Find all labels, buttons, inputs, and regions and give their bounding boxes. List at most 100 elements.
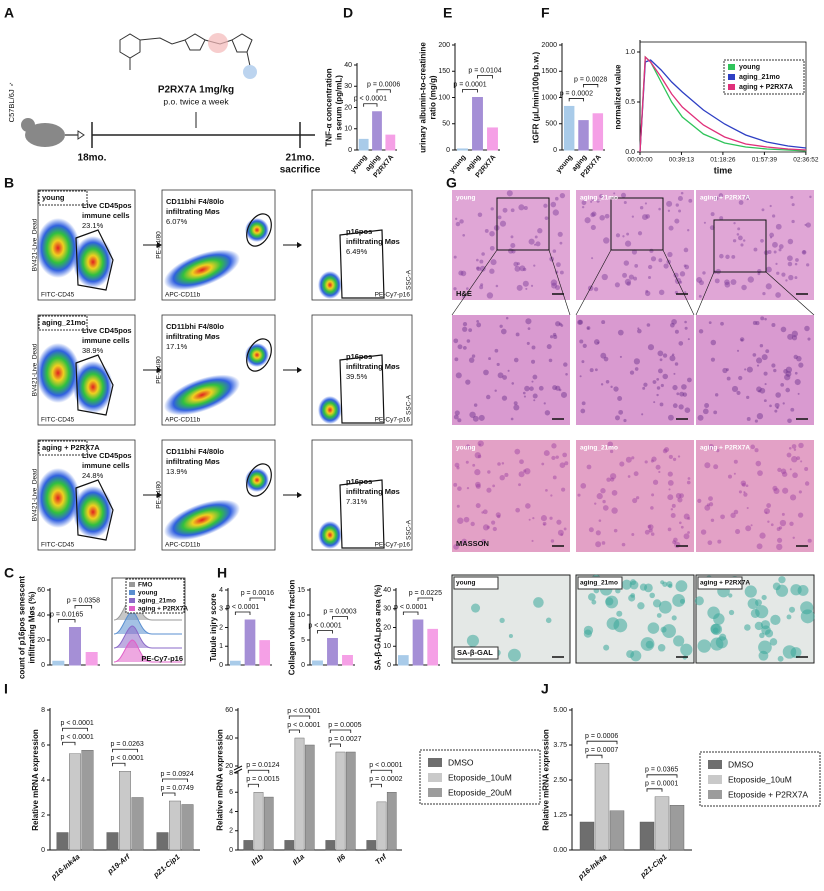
- tissue-texture: [806, 263, 810, 267]
- tissue-texture: [479, 285, 484, 290]
- tissue-texture: [773, 487, 780, 495]
- tissue-texture: [668, 225, 674, 231]
- y-tick-label: 5: [301, 637, 305, 644]
- p-value: p = 0.0028: [574, 76, 607, 83]
- bar: [81, 750, 94, 851]
- tissue-texture: [785, 279, 788, 282]
- tissue-texture: [678, 341, 684, 346]
- tissue-texture: [544, 410, 551, 416]
- x-tick-label: p21-Cip1: [151, 852, 182, 880]
- zoom-line: [451, 249, 498, 316]
- p-value: p = 0.0003: [323, 608, 356, 615]
- tissue-texture: [613, 528, 618, 533]
- tissue-texture: [668, 454, 673, 459]
- tissue-texture: [463, 516, 470, 523]
- tissue-texture: [786, 614, 792, 620]
- tissue-texture: [622, 272, 628, 278]
- tissue-texture: [579, 375, 582, 378]
- tissue-texture: [772, 241, 778, 248]
- tissue-texture: [453, 287, 457, 291]
- legend-label: young: [739, 64, 760, 71]
- tissue-texture: [759, 343, 764, 348]
- tissue-texture: [607, 441, 614, 448]
- tissue-texture: [461, 538, 467, 544]
- tissue-texture: [667, 527, 672, 532]
- tissue-texture: [727, 474, 733, 479]
- bar: [327, 638, 338, 666]
- tissue-texture: [744, 624, 751, 631]
- strain-label: C57BL/6J ♂: [7, 82, 16, 123]
- gate-label: infiltrating Møs: [346, 362, 400, 371]
- legend-label: aging_21mo: [138, 598, 176, 605]
- tissue-texture: [555, 196, 559, 201]
- tissue-texture: [629, 370, 635, 375]
- tissue-texture: [804, 466, 809, 471]
- significance-bracket: [583, 84, 599, 88]
- tissue-texture: [671, 615, 677, 621]
- tissue-texture: [746, 366, 753, 373]
- tissue-texture: [644, 529, 650, 535]
- gate: [75, 479, 114, 541]
- tissue-texture: [773, 368, 777, 373]
- bar: [345, 751, 356, 851]
- tissue-texture: [602, 499, 606, 504]
- stain-label: H&E: [456, 289, 472, 298]
- bar: [594, 763, 610, 851]
- y-tick-label: 40: [37, 612, 45, 619]
- tissue-texture: [662, 373, 669, 380]
- tissue-texture: [686, 377, 692, 383]
- tissue-texture: [756, 543, 763, 550]
- tissue-texture: [647, 344, 655, 351]
- tissue-texture: [794, 371, 798, 375]
- group-label: aging_21mo: [42, 318, 86, 327]
- tissue-texture: [483, 369, 489, 376]
- tissue-texture: [704, 504, 711, 511]
- x-tick-label: Il6: [335, 852, 348, 865]
- panel-letter: D: [343, 5, 353, 21]
- tissue-texture: [559, 241, 563, 245]
- tissue-texture: [733, 459, 738, 464]
- tissue-texture: [804, 223, 807, 226]
- x-tick-label: Il1b: [249, 852, 265, 867]
- tissue-texture: [708, 321, 712, 325]
- gate-label: infiltrating Møs: [346, 237, 400, 246]
- tissue-texture: [604, 213, 610, 219]
- tissue-texture: [658, 600, 672, 614]
- significance-bracket: [363, 103, 378, 107]
- tissue-texture: [633, 358, 641, 365]
- gate-label: CD11bhi F4/80lo: [166, 447, 224, 456]
- legend-swatch: [428, 773, 442, 782]
- y-tick-label: 40: [225, 735, 233, 742]
- tissue-texture: [744, 368, 747, 371]
- p-value: p = 0.0027: [328, 736, 361, 743]
- tissue-texture: [594, 502, 597, 505]
- tissue-texture: [599, 215, 605, 221]
- tissue-texture: [784, 374, 791, 381]
- bar: [243, 840, 254, 851]
- flow-density: [245, 343, 269, 367]
- tissue-texture: [774, 409, 778, 413]
- gate: [339, 354, 385, 424]
- tissue-texture: [791, 203, 795, 207]
- tissue-texture: [552, 249, 557, 253]
- tissue-texture: [771, 322, 776, 327]
- y-axis-label: Relative mRNA expression: [31, 729, 40, 831]
- tissue-texture: [551, 443, 557, 449]
- gate-label: immune cells: [82, 211, 130, 220]
- tissue-texture: [475, 481, 481, 488]
- tissue-texture: [769, 404, 772, 408]
- bar: [119, 771, 131, 851]
- tissue-texture: [743, 492, 748, 497]
- tissue-texture: [518, 471, 525, 478]
- tissue-texture: [622, 235, 625, 238]
- tissue-texture: [797, 512, 804, 518]
- axis-break: [233, 768, 243, 774]
- tissue-texture: [709, 225, 715, 231]
- bar: [427, 628, 439, 666]
- tissue-texture: [732, 239, 737, 243]
- tissue-texture: [559, 270, 564, 275]
- tissue-texture: [645, 289, 649, 293]
- tissue-texture: [778, 244, 784, 249]
- tissue-texture: [663, 263, 669, 269]
